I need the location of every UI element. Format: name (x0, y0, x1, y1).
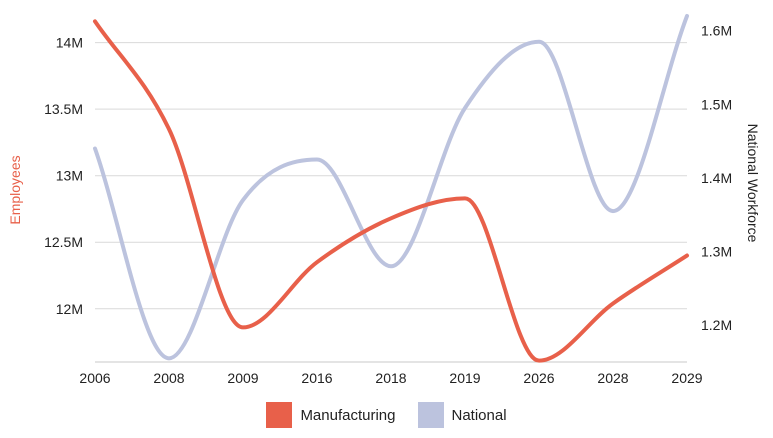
x-tick-label: 2029 (671, 370, 702, 386)
right-tick-label: 1.6M (701, 23, 732, 39)
x-tick-label: 2026 (523, 370, 554, 386)
legend-item-manufacturing[interactable]: Manufacturing (266, 402, 396, 428)
legend-label-national: National (451, 406, 507, 424)
grid-lines (95, 42, 687, 363)
left-tick-label: 12.5M (44, 234, 83, 250)
series-line-national (93, 14, 689, 361)
legend: Manufacturing National (0, 402, 773, 428)
x-axis-ticks: 2006 2008 2009 2016 2018 2019 2026 2028 2029 (79, 370, 702, 386)
left-tick-label: 12M (56, 301, 83, 317)
x-tick-label: 2016 (301, 370, 332, 386)
legend-swatch-manufacturing (266, 402, 293, 428)
legend-label-manufacturing: Manufacturing (300, 406, 396, 424)
right-axis-title: National Workforce (745, 124, 761, 243)
left-tick-label: 13M (56, 168, 83, 184)
right-tick-label: 1.4M (701, 170, 732, 186)
right-tick-label: 1.3M (701, 244, 732, 260)
x-tick-label: 2028 (597, 370, 628, 386)
x-tick-label: 2018 (375, 370, 406, 386)
right-axis-ticks: 1.2M 1.3M 1.4M 1.5M 1.6M (701, 23, 732, 333)
series-line-manufacturing (93, 19, 689, 363)
left-tick-label: 14M (56, 35, 83, 51)
series-lines (93, 14, 689, 363)
x-tick-label: 2006 (79, 370, 110, 386)
line-chart: 12M 12.5M 13M 13.5M 14M 1.2M 1.3M 1.4M 1.5M 1.6M… (7, 14, 761, 386)
right-tick-label: 1.2M (701, 317, 732, 333)
left-axis-title: Employees (7, 155, 23, 224)
right-tick-label: 1.5M (701, 96, 732, 112)
legend-swatch-national (417, 402, 444, 428)
x-tick-label: 2019 (449, 370, 480, 386)
x-tick-label: 2008 (153, 370, 184, 386)
x-tick-label: 2009 (227, 370, 258, 386)
left-axis-ticks: 12M 12.5M 13M 13.5M 14M (44, 35, 83, 317)
legend-item-national[interactable]: National (417, 402, 507, 428)
left-tick-label: 13.5M (44, 101, 83, 117)
